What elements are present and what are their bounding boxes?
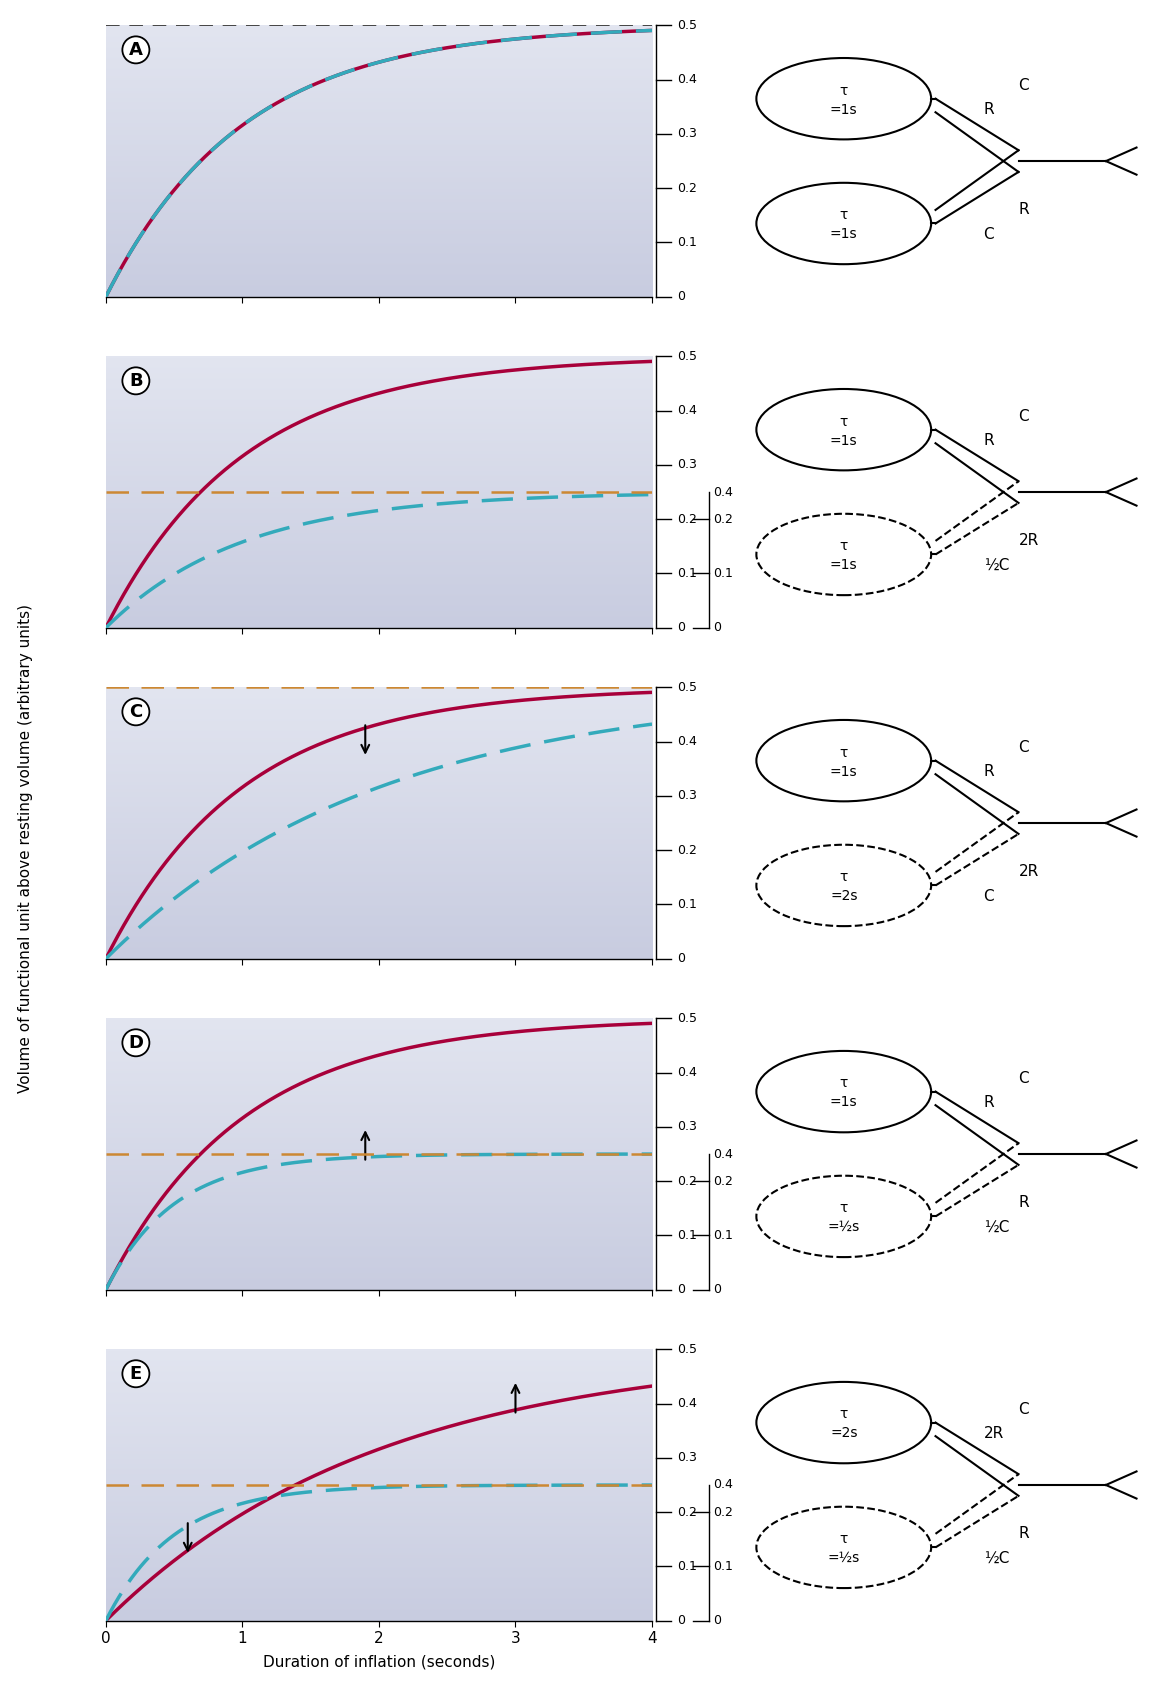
Text: B: B: [129, 372, 142, 390]
Text: τ: τ: [840, 1201, 848, 1215]
X-axis label: Duration of inflation (seconds): Duration of inflation (seconds): [262, 1655, 495, 1670]
Text: =1s: =1s: [830, 227, 857, 241]
Text: 0.2: 0.2: [713, 1174, 733, 1188]
Text: 0: 0: [677, 290, 686, 304]
Text: 0: 0: [713, 1283, 721, 1297]
Text: Volume of functional unit above resting volume (arbitrary units): Volume of functional unit above resting …: [19, 604, 33, 1093]
Text: τ: τ: [840, 1076, 848, 1091]
Text: C: C: [1018, 1402, 1029, 1417]
Text: 0.2: 0.2: [677, 512, 697, 526]
Text: 0.4: 0.4: [713, 1478, 733, 1492]
Text: ½C: ½C: [983, 1220, 1009, 1235]
Text: 0.5: 0.5: [677, 1342, 697, 1356]
Text: =1s: =1s: [830, 102, 857, 117]
Text: τ: τ: [840, 540, 848, 553]
Text: 0.5: 0.5: [677, 19, 697, 32]
Text: R: R: [983, 102, 994, 117]
Text: =1s: =1s: [830, 558, 857, 572]
Text: 0.2: 0.2: [713, 512, 733, 526]
Text: C: C: [1018, 78, 1029, 93]
Text: R: R: [983, 764, 994, 779]
Text: 0.4: 0.4: [677, 404, 697, 417]
Text: 0.5: 0.5: [677, 1011, 697, 1025]
Text: R: R: [1018, 202, 1029, 217]
Text: 0.4: 0.4: [713, 1147, 733, 1161]
Text: =½s: =½s: [828, 1220, 860, 1234]
Text: 0.5: 0.5: [677, 350, 697, 363]
Text: C: C: [1018, 1071, 1029, 1086]
Text: ½C: ½C: [983, 1551, 1009, 1566]
Text: E: E: [129, 1364, 142, 1383]
Text: 0: 0: [677, 621, 686, 635]
Text: 0.3: 0.3: [677, 458, 697, 472]
Text: 0.1: 0.1: [677, 236, 697, 249]
Text: =1s: =1s: [830, 433, 857, 448]
Text: τ: τ: [840, 209, 848, 222]
Text: 0: 0: [677, 952, 686, 966]
Text: 0.2: 0.2: [677, 1174, 697, 1188]
Text: 0.1: 0.1: [677, 1560, 697, 1573]
Text: τ: τ: [840, 83, 848, 97]
Text: 0.4: 0.4: [677, 1397, 697, 1410]
Text: =½s: =½s: [828, 1551, 860, 1565]
Text: 0.2: 0.2: [677, 843, 697, 857]
Text: =2s: =2s: [830, 1427, 857, 1441]
Text: 0: 0: [677, 1614, 686, 1627]
Text: D: D: [128, 1033, 143, 1052]
Text: =1s: =1s: [830, 1096, 857, 1110]
Text: R: R: [1018, 1195, 1029, 1210]
Text: 0.3: 0.3: [677, 789, 697, 803]
Text: 0.4: 0.4: [677, 735, 697, 748]
Text: 0.1: 0.1: [713, 1229, 733, 1242]
Text: 0.3: 0.3: [677, 1120, 697, 1134]
Text: R: R: [983, 1095, 994, 1110]
Text: R: R: [1018, 1526, 1029, 1541]
Text: 0.1: 0.1: [677, 567, 697, 580]
Text: 0.2: 0.2: [677, 182, 697, 195]
Text: 0.2: 0.2: [713, 1505, 733, 1519]
Text: 2R: 2R: [1018, 533, 1038, 548]
Text: ½C: ½C: [983, 558, 1009, 574]
Text: 0.3: 0.3: [677, 1451, 697, 1465]
Text: 0.5: 0.5: [677, 680, 697, 694]
Text: 0: 0: [677, 1283, 686, 1297]
Text: 0.2: 0.2: [677, 1505, 697, 1519]
Text: 0.1: 0.1: [713, 567, 733, 580]
Text: τ: τ: [840, 1407, 848, 1422]
Text: 0.1: 0.1: [713, 1560, 733, 1573]
Text: τ: τ: [840, 414, 848, 429]
Text: 0.4: 0.4: [713, 485, 733, 499]
Text: 2R: 2R: [1018, 864, 1038, 879]
Text: 0: 0: [713, 1614, 721, 1627]
Text: 0: 0: [713, 621, 721, 635]
Text: =2s: =2s: [830, 889, 857, 903]
Text: 0.4: 0.4: [677, 73, 697, 87]
Text: A: A: [129, 41, 142, 59]
Text: C: C: [1018, 409, 1029, 424]
Text: C: C: [983, 889, 994, 905]
Text: 0.1: 0.1: [677, 1229, 697, 1242]
Text: τ: τ: [840, 1532, 848, 1546]
Text: C: C: [129, 703, 142, 721]
Text: τ: τ: [840, 871, 848, 884]
Text: τ: τ: [840, 745, 848, 760]
Text: C: C: [1018, 740, 1029, 755]
Text: =1s: =1s: [830, 765, 857, 779]
Text: 0.4: 0.4: [677, 1066, 697, 1079]
Text: C: C: [983, 227, 994, 243]
Text: 0.3: 0.3: [677, 127, 697, 141]
Text: R: R: [983, 433, 994, 448]
Text: 2R: 2R: [983, 1425, 1004, 1441]
Text: 0.1: 0.1: [677, 898, 697, 911]
